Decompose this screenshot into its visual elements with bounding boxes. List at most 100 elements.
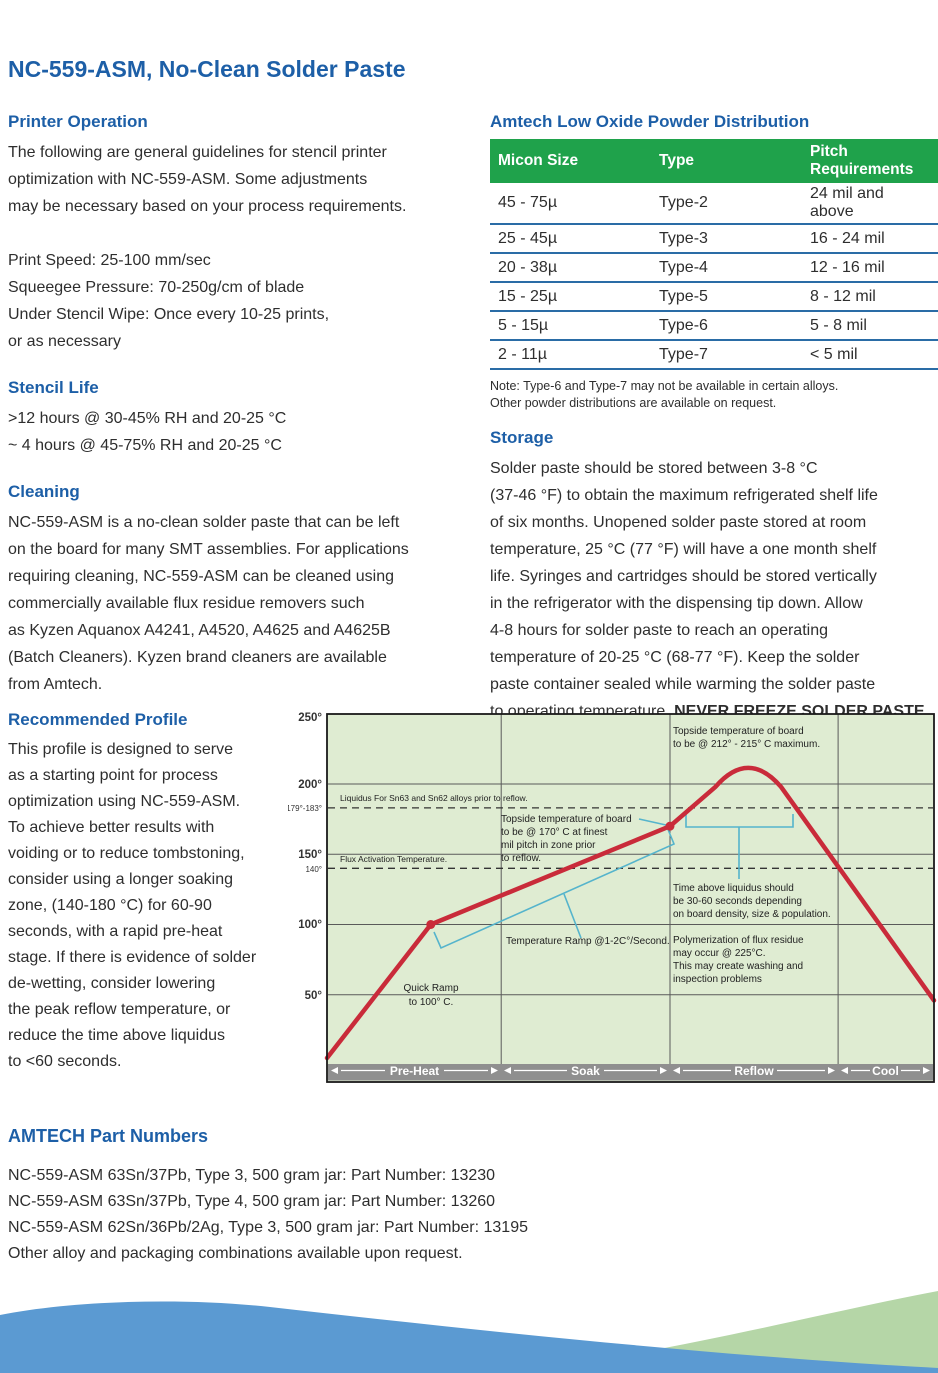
reflow-profile-chart: Pre-Heat Soak Reflow Cool 250° 200° 150°… <box>288 710 938 1090</box>
chart-annotations: Liquidus For Sn63 and Sn62 alloys prior … <box>340 726 831 1008</box>
section-part-numbers: AMTECH Part Numbers NC-559-ASM 63Sn/37Pb… <box>8 1126 728 1283</box>
svg-text:to reflow.: to reflow. <box>501 853 541 864</box>
blue-wave <box>0 1301 938 1373</box>
table-row: 45 - 75µ Type-2 24 mil and above <box>490 183 938 225</box>
table-row: 20 - 38µ Type-4 12 - 16 mil <box>490 253 938 283</box>
quick-ramp-annotation: Quick Ramp to 100° C. <box>403 983 458 1008</box>
temperature-ramp-label: Temperature Ramp @1-2C°/Second. <box>506 936 670 947</box>
y-tick-150: 150° <box>298 849 322 861</box>
table-cell: 25 - 45µ <box>490 224 651 254</box>
y-tick-liquidus: 179°-183° <box>288 804 322 813</box>
printer-operation-specs: Print Speed: 25-100 mm/sec Squeegee Pres… <box>8 252 330 350</box>
svg-text:be 30-60 seconds depending: be 30-60 seconds depending <box>673 896 802 907</box>
zone-label-reflow: Reflow <box>734 1064 774 1078</box>
right-column: Amtech Low Oxide Powder Distribution Mic… <box>490 112 938 725</box>
printer-operation-intro: The following are general guidelines for… <box>8 144 407 215</box>
cleaning-heading: Cleaning <box>8 482 80 501</box>
y-tick-50: 50° <box>305 990 323 1002</box>
svg-text:to be @ 170° C at finest: to be @ 170° C at finest <box>501 827 608 838</box>
table-cell: 24 mil and above <box>802 183 938 225</box>
section-recommended-profile: Recommended Profile This profile is desi… <box>8 710 308 1075</box>
zone-band: Pre-Heat Soak Reflow Cool <box>328 1064 933 1081</box>
table-cell: 12 - 16 mil <box>802 253 938 283</box>
powder-table-heading: Amtech Low Oxide Powder Distribution <box>490 112 810 131</box>
ramp-label-stem <box>563 893 582 939</box>
table-cell: 8 - 12 mil <box>802 282 938 312</box>
curve-markers <box>426 821 675 929</box>
ramp-bracket-line <box>433 826 676 950</box>
flux-activation-label: Flux Activation Temperature. <box>340 854 447 864</box>
section-storage: Storage Solder paste should be stored be… <box>490 428 938 725</box>
threshold-lines <box>328 807 933 869</box>
y-tick-200: 200° <box>298 779 322 791</box>
zone-arrows <box>331 1067 930 1074</box>
storage-heading: Storage <box>490 428 554 447</box>
svg-text:mil pitch in zone prior: mil pitch in zone prior <box>501 840 596 851</box>
page-title: NC-559-ASM, No-Clean Solder Paste <box>8 56 406 82</box>
storage-warning-period: . <box>924 703 929 720</box>
y-tick-250: 250° <box>298 712 322 724</box>
section-powder-distribution: Amtech Low Oxide Powder Distribution Mic… <box>490 112 938 412</box>
left-column: Printer Operation The following are gene… <box>8 112 468 698</box>
table-row: 5 - 15µ Type-6 5 - 8 mil <box>490 311 938 341</box>
storage-text: Solder paste should be stored between 3-… <box>490 455 938 725</box>
svg-text:Time above liquidus should: Time above liquidus should <box>673 883 794 894</box>
table-body: 45 - 75µ Type-2 24 mil and above 25 - 45µ Ty… <box>490 183 938 370</box>
footer-wave-graphic <box>0 1291 938 1373</box>
section-cleaning: Cleaning NC-559-ASM is a no-clean solder… <box>8 482 468 698</box>
topside-soak-annotation: Topside temperature of board to be @ 170… <box>501 814 632 864</box>
table-cell: 16 - 24 mil <box>802 224 938 254</box>
cleaning-text: NC-559-ASM is a no-clean solder paste th… <box>8 514 409 693</box>
table-row: 15 - 25µ Type-5 8 - 12 mil <box>490 282 938 312</box>
curve-point-marker <box>665 821 675 831</box>
zone-label-soak: Soak <box>571 1064 600 1078</box>
table-cell: Type-3 <box>651 224 802 254</box>
reflow-profile-svg: Pre-Heat Soak Reflow Cool 250° 200° 150°… <box>288 712 937 1083</box>
table-cell: 5 - 15µ <box>490 311 651 341</box>
table-header: Micon Size Type Pitch Requirements <box>490 139 938 183</box>
part-numbers-heading: AMTECH Part Numbers <box>8 1126 209 1146</box>
annotation-connectors <box>433 814 794 950</box>
stencil-life-heading: Stencil Life <box>8 378 99 397</box>
table-cell: 20 - 38µ <box>490 253 651 283</box>
svg-text:inspection problems: inspection problems <box>673 974 762 985</box>
table-cell: Type-4 <box>651 253 802 283</box>
svg-text:may occur @ 225°C.: may occur @ 225°C. <box>673 948 766 959</box>
recommended-profile-heading: Recommended Profile <box>8 710 188 729</box>
polymerization-annotation: Polymerization of flux residue may occur… <box>673 935 804 985</box>
table-cell: 5 - 8 mil <box>802 311 938 341</box>
plot-border <box>326 713 935 1083</box>
recommended-profile-text: This profile is designed to serve as a s… <box>8 741 257 1070</box>
table-cell: Type-7 <box>651 340 802 370</box>
svg-text:to be @ 212° - 215° C maximum.: to be @ 212° - 215° C maximum. <box>673 739 820 750</box>
liquidus-label: Liquidus For Sn63 and Sn62 alloys prior … <box>340 793 528 803</box>
part-numbers-text: NC-559-ASM 63Sn/37Pb, Type 3, 500 gram j… <box>8 1167 528 1262</box>
column-header: Micon Size <box>490 139 651 183</box>
svg-text:Topside temperature of board: Topside temperature of board <box>501 814 632 825</box>
time-above-annotation: Time above liquidus should be 30-60 seco… <box>673 883 831 920</box>
zone-label-cool: Cool <box>872 1064 899 1078</box>
table-row: 2 - 11µ Type-7 < 5 mil <box>490 340 938 370</box>
table-cell: < 5 mil <box>802 340 938 370</box>
table-cell: Type-5 <box>651 282 802 312</box>
temperature-curve <box>324 765 937 1061</box>
table-note: Note: Type-6 and Type-7 may not be avail… <box>490 379 839 410</box>
svg-text:to 100° C.: to 100° C. <box>409 997 454 1008</box>
curve-point-marker <box>426 920 436 929</box>
printer-operation-heading: Printer Operation <box>8 112 148 131</box>
storage-body: Solder paste should be stored between 3-… <box>490 460 878 720</box>
stencil-life-text: >12 hours @ 30-45% RH and 20-25 °C ~ 4 h… <box>8 410 287 454</box>
zone-label-preheat: Pre-Heat <box>390 1064 439 1078</box>
table-row: 25 - 45µ Type-3 16 - 24 mil <box>490 224 938 254</box>
column-header: Pitch Requirements <box>802 139 938 183</box>
y-axis-labels: 250° 200° 150° 100° 50° 179°-183° 140° <box>288 712 322 1002</box>
svg-text:Quick Ramp: Quick Ramp <box>403 983 458 994</box>
table-cell: 2 - 11µ <box>490 340 651 370</box>
table-cell: 45 - 75µ <box>490 183 651 225</box>
svg-text:on board density, size & popul: on board density, size & population. <box>673 909 831 920</box>
svg-text:Topside temperature of board: Topside temperature of board <box>673 726 804 737</box>
table-cell: Type-6 <box>651 311 802 341</box>
topside-peak-annotation: Topside temperature of board to be @ 212… <box>673 726 820 750</box>
green-wave <box>520 1291 938 1371</box>
